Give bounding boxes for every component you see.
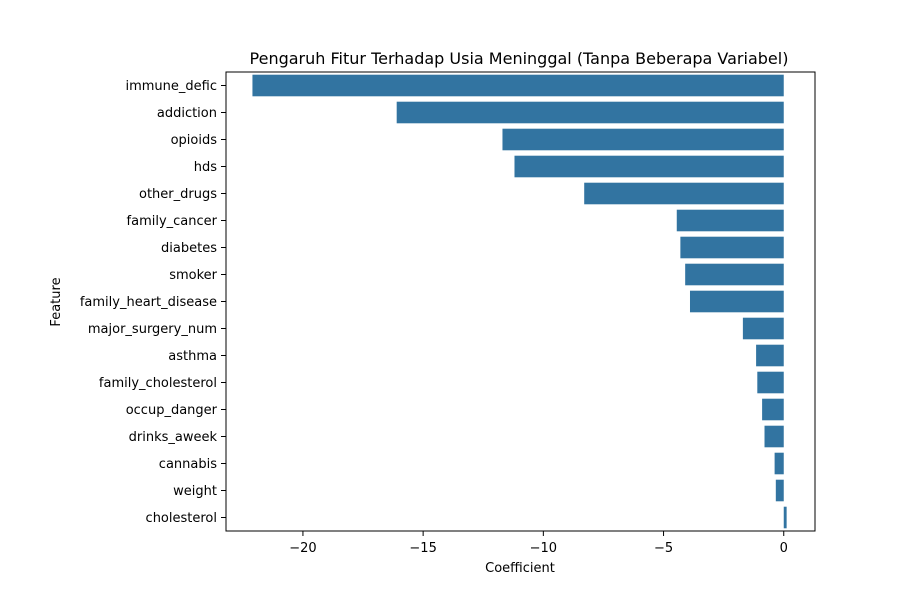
y-tick-label: addiction — [157, 106, 217, 121]
x-ticks-group: −20 −15 −10 −5 0 — [289, 531, 788, 556]
bar-asthma — [756, 344, 784, 367]
bar-cholesterol — [783, 506, 787, 529]
bar-diabetes — [680, 236, 784, 259]
bars-group — [252, 74, 787, 529]
bar-opioids — [502, 128, 784, 151]
y-tick-label: asthma — [168, 349, 217, 364]
y-tick-label: weight — [173, 484, 217, 499]
y-axis-label: Feature — [49, 277, 64, 326]
x-tick-label: −10 — [530, 541, 557, 556]
x-tick-label: 0 — [780, 541, 788, 556]
y-ticks-group: immune_defic addiction opioids hds other_dru… — [80, 79, 226, 526]
y-tick-label: major_surgery_num — [88, 322, 217, 337]
y-tick-label: family_cancer — [127, 214, 218, 229]
bar-family_cholesterol — [757, 371, 784, 394]
bar-drinks_aweek — [764, 425, 784, 448]
bar-family_heart_disease — [689, 290, 784, 313]
y-tick-label: family_heart_disease — [80, 295, 217, 310]
bar-addiction — [396, 101, 784, 124]
bar-weight — [775, 479, 784, 502]
y-tick-label: immune_defic — [125, 79, 217, 94]
bar-hds — [514, 155, 784, 178]
y-tick-label: smoker — [169, 268, 217, 283]
y-tick-label: family_cholesterol — [99, 376, 217, 391]
y-tick-label: hds — [194, 160, 217, 175]
bar-immune_defic — [252, 74, 784, 97]
x-tick-label: −5 — [654, 541, 673, 556]
y-tick-label: cannabis — [159, 457, 217, 472]
bar-smoker — [685, 263, 784, 286]
chart-title: Pengaruh Fitur Terhadap Usia Meninggal (… — [250, 49, 789, 68]
y-tick-label: occup_danger — [126, 403, 218, 418]
x-tick-label: −20 — [289, 541, 316, 556]
y-tick-label: drinks_aweek — [129, 430, 218, 445]
bar-occup_danger — [762, 398, 784, 421]
bar-cannabis — [774, 452, 784, 475]
y-tick-label: cholesterol — [146, 511, 217, 526]
x-tick-label: −15 — [409, 541, 436, 556]
y-tick-label: opioids — [171, 133, 218, 148]
bar-other_drugs — [584, 182, 784, 205]
plot-frame — [225, 71, 816, 532]
bar-family_cancer — [676, 209, 784, 232]
bar-major_surgery_num — [742, 317, 784, 340]
y-tick-label: other_drugs — [139, 187, 217, 202]
x-axis-label: Coefficient — [485, 561, 555, 576]
y-tick-label: diabetes — [161, 241, 217, 256]
